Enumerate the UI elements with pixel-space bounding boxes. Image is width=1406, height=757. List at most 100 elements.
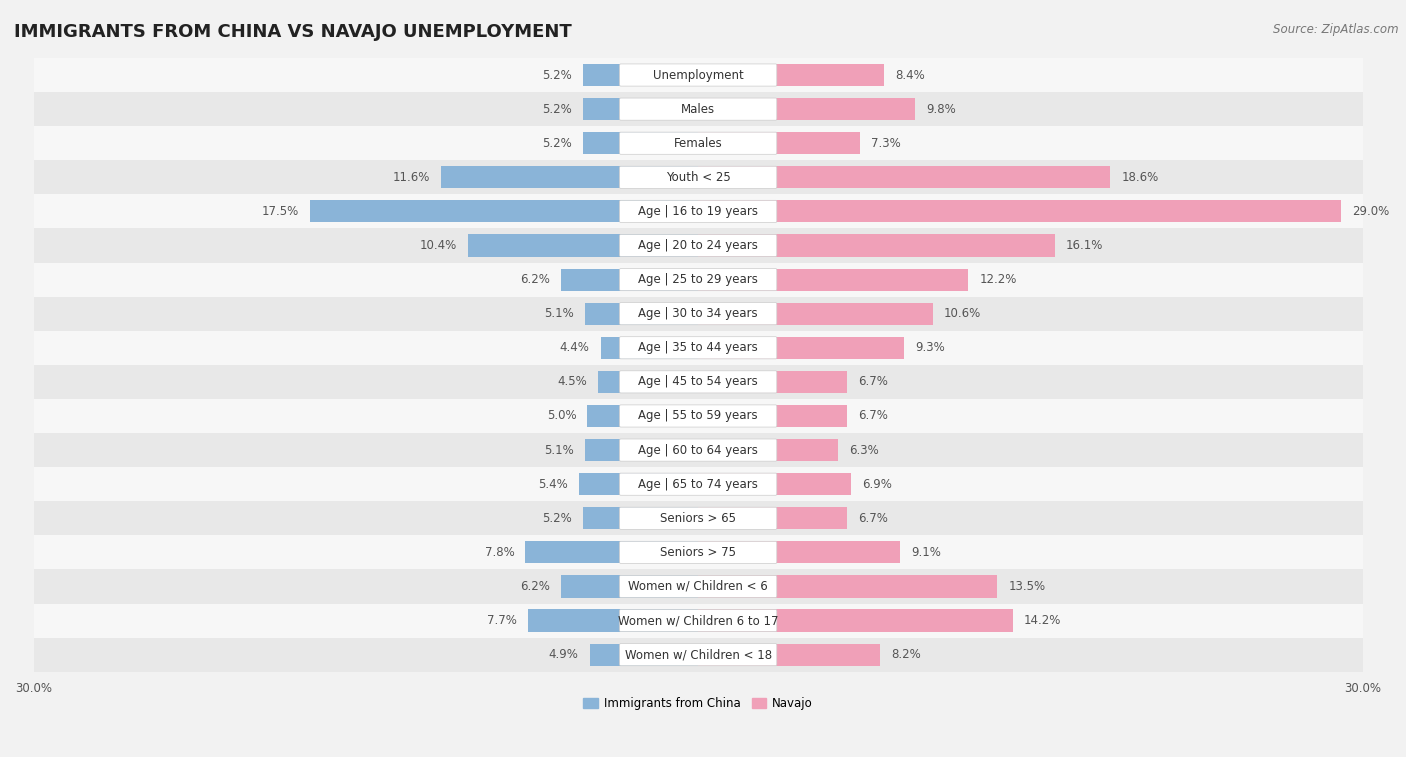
Bar <box>34 92 1362 126</box>
Bar <box>699 64 884 86</box>
Bar <box>583 98 699 120</box>
Text: 6.7%: 6.7% <box>858 512 887 525</box>
Bar <box>699 575 997 597</box>
Text: 9.8%: 9.8% <box>927 103 956 116</box>
Bar <box>699 439 838 461</box>
Bar <box>34 399 1362 433</box>
Bar <box>34 433 1362 467</box>
Bar <box>699 167 1111 188</box>
Text: 6.9%: 6.9% <box>862 478 891 491</box>
Bar <box>34 126 1362 160</box>
FancyBboxPatch shape <box>620 405 778 427</box>
Legend: Immigrants from China, Navajo: Immigrants from China, Navajo <box>579 692 818 715</box>
Bar <box>441 167 699 188</box>
Text: 5.2%: 5.2% <box>543 137 572 150</box>
Text: Women w/ Children 6 to 17: Women w/ Children 6 to 17 <box>617 614 779 627</box>
Bar <box>699 98 915 120</box>
Bar <box>600 337 699 359</box>
FancyBboxPatch shape <box>620 132 778 154</box>
Text: Age | 35 to 44 years: Age | 35 to 44 years <box>638 341 758 354</box>
Bar <box>589 643 699 665</box>
Bar <box>699 337 904 359</box>
Text: 9.3%: 9.3% <box>915 341 945 354</box>
Bar <box>583 132 699 154</box>
Text: 6.7%: 6.7% <box>858 375 887 388</box>
Bar <box>34 365 1362 399</box>
Bar <box>699 235 1054 257</box>
Text: Age | 45 to 54 years: Age | 45 to 54 years <box>638 375 758 388</box>
Bar <box>699 405 846 427</box>
Text: Age | 25 to 29 years: Age | 25 to 29 years <box>638 273 758 286</box>
Text: Age | 55 to 59 years: Age | 55 to 59 years <box>638 410 758 422</box>
FancyBboxPatch shape <box>620 507 778 529</box>
Text: 12.2%: 12.2% <box>980 273 1017 286</box>
Bar <box>527 609 699 631</box>
Text: Seniors > 65: Seniors > 65 <box>661 512 737 525</box>
Text: Youth < 25: Youth < 25 <box>666 171 731 184</box>
Text: 5.2%: 5.2% <box>543 103 572 116</box>
FancyBboxPatch shape <box>620 167 778 188</box>
FancyBboxPatch shape <box>620 541 778 563</box>
Text: 11.6%: 11.6% <box>392 171 430 184</box>
Text: 5.1%: 5.1% <box>544 444 574 456</box>
Text: 6.2%: 6.2% <box>520 273 550 286</box>
Text: 6.2%: 6.2% <box>520 580 550 593</box>
Bar <box>699 473 851 495</box>
Text: 7.3%: 7.3% <box>870 137 901 150</box>
Bar <box>311 201 699 223</box>
Text: Females: Females <box>673 137 723 150</box>
Text: 5.2%: 5.2% <box>543 69 572 82</box>
FancyBboxPatch shape <box>620 235 778 257</box>
FancyBboxPatch shape <box>620 575 778 597</box>
Bar <box>699 541 900 563</box>
Text: Age | 30 to 34 years: Age | 30 to 34 years <box>638 307 758 320</box>
FancyBboxPatch shape <box>620 64 778 86</box>
Bar <box>699 303 934 325</box>
FancyBboxPatch shape <box>620 269 778 291</box>
Text: 10.4%: 10.4% <box>419 239 457 252</box>
Bar <box>34 637 1362 671</box>
Text: 7.7%: 7.7% <box>486 614 516 627</box>
Text: Seniors > 75: Seniors > 75 <box>661 546 737 559</box>
Bar <box>585 439 699 461</box>
Bar <box>561 269 699 291</box>
Bar <box>34 331 1362 365</box>
Text: 13.5%: 13.5% <box>1008 580 1046 593</box>
Text: 29.0%: 29.0% <box>1351 205 1389 218</box>
Text: 6.7%: 6.7% <box>858 410 887 422</box>
Bar <box>34 569 1362 603</box>
Text: 14.2%: 14.2% <box>1024 614 1062 627</box>
Text: Women w/ Children < 6: Women w/ Children < 6 <box>628 580 768 593</box>
Bar <box>699 269 969 291</box>
Bar <box>699 643 880 665</box>
Text: 5.4%: 5.4% <box>537 478 568 491</box>
Bar <box>34 501 1362 535</box>
Text: Age | 60 to 64 years: Age | 60 to 64 years <box>638 444 758 456</box>
Bar <box>585 303 699 325</box>
Bar <box>588 405 699 427</box>
Text: Age | 16 to 19 years: Age | 16 to 19 years <box>638 205 758 218</box>
Bar <box>699 609 1012 631</box>
Bar <box>34 160 1362 195</box>
Bar <box>34 229 1362 263</box>
Bar <box>468 235 699 257</box>
Text: 4.5%: 4.5% <box>558 375 588 388</box>
FancyBboxPatch shape <box>620 473 778 495</box>
Text: 7.8%: 7.8% <box>485 546 515 559</box>
FancyBboxPatch shape <box>620 98 778 120</box>
Text: 4.9%: 4.9% <box>548 648 578 661</box>
Text: 5.0%: 5.0% <box>547 410 576 422</box>
Text: Age | 20 to 24 years: Age | 20 to 24 years <box>638 239 758 252</box>
Bar <box>699 371 846 393</box>
Text: Women w/ Children < 18: Women w/ Children < 18 <box>624 648 772 661</box>
Text: 10.6%: 10.6% <box>943 307 981 320</box>
Text: Age | 65 to 74 years: Age | 65 to 74 years <box>638 478 758 491</box>
Text: 8.2%: 8.2% <box>891 648 921 661</box>
Bar <box>34 535 1362 569</box>
Text: 18.6%: 18.6% <box>1122 171 1159 184</box>
Bar <box>561 575 699 597</box>
Text: 16.1%: 16.1% <box>1066 239 1104 252</box>
Bar <box>578 473 699 495</box>
Bar <box>699 132 860 154</box>
Text: 5.1%: 5.1% <box>544 307 574 320</box>
